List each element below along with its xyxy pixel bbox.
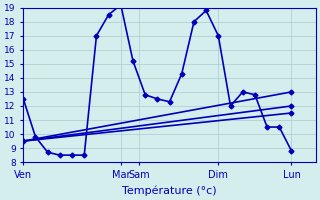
X-axis label: Température (°c): Température (°c) [122,185,217,196]
